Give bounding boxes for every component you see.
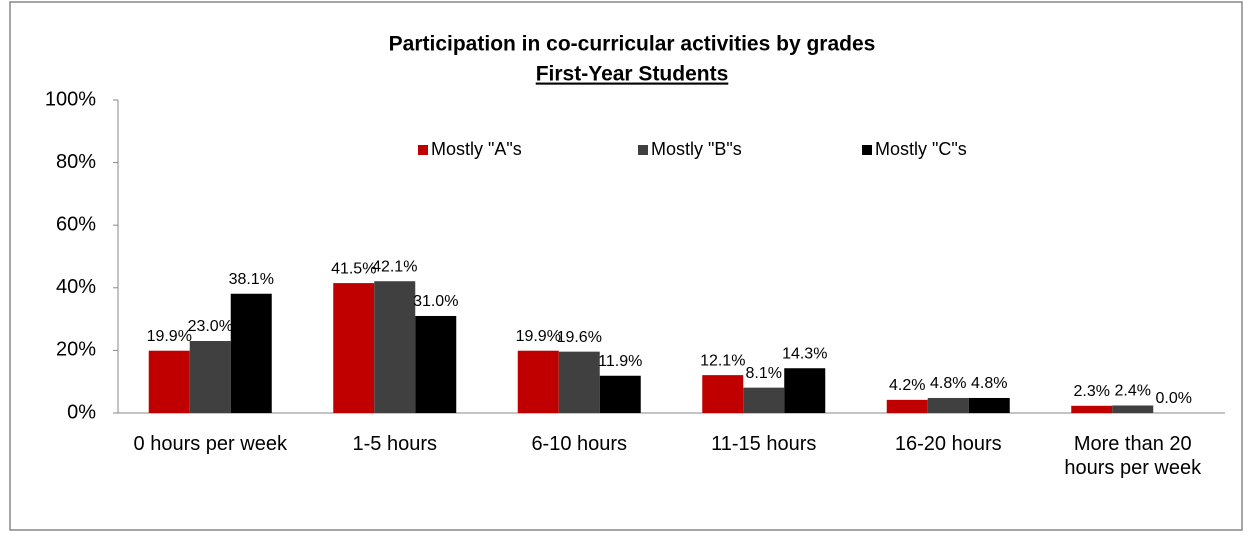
bar (148, 350, 190, 413)
data-label: 42.1% (372, 258, 417, 275)
x-tick-label: 0 hours per week (133, 433, 287, 455)
data-label: 4.8% (930, 375, 966, 392)
bar (702, 375, 744, 413)
bar (599, 375, 641, 413)
bar (968, 397, 1010, 413)
legend-label: Mostly "B"s (651, 139, 742, 159)
bar (374, 281, 416, 413)
y-tick-label: 100% (45, 88, 96, 110)
bar (333, 283, 375, 413)
bar (743, 387, 785, 413)
y-tick-label: 0% (67, 401, 96, 423)
bar (1112, 405, 1154, 413)
bar (230, 293, 272, 413)
y-tick-label: 60% (56, 213, 96, 235)
y-tick-label: 20% (56, 339, 96, 361)
bar (784, 368, 826, 413)
y-tick-label: 40% (56, 276, 96, 298)
chart-title: Participation in co-curricular activitie… (389, 33, 876, 56)
bar (189, 341, 231, 413)
data-label: 14.3% (782, 345, 827, 362)
data-label: 0.0% (1156, 390, 1192, 407)
bar (517, 350, 559, 413)
data-label: 19.9% (516, 328, 561, 345)
data-label: 12.1% (700, 352, 745, 369)
x-tick-label: 1-5 hours (352, 433, 438, 455)
data-label: 4.2% (889, 377, 925, 394)
chart-subtitle: First-Year Students (536, 63, 729, 86)
data-label: 4.8% (971, 375, 1007, 392)
x-tick-label: 6-10 hours (531, 433, 628, 455)
data-label: 8.1% (746, 365, 782, 382)
bar (1071, 405, 1113, 413)
bar (927, 397, 969, 413)
bar (558, 351, 600, 413)
legend-swatch (638, 145, 648, 155)
bar (886, 399, 928, 413)
data-label: 23.0% (188, 318, 233, 335)
data-label: 31.0% (413, 293, 458, 310)
x-tick-label: 11-15 hours (711, 433, 817, 455)
bar (415, 315, 457, 413)
legend-label: Mostly "C"s (875, 139, 967, 159)
data-label: 19.9% (147, 328, 192, 345)
data-label: 2.4% (1115, 383, 1151, 400)
data-label: 41.5% (331, 260, 376, 277)
data-label: 2.3% (1074, 383, 1110, 400)
legend-swatch (418, 145, 428, 155)
data-label: 19.6% (557, 329, 602, 346)
legend-label: Mostly "A"s (431, 139, 522, 159)
legend-swatch (862, 145, 872, 155)
chart-border (9, 1, 1243, 531)
x-tick-label: More than 20 hours per week (1064, 433, 1202, 479)
data-label: 11.9% (598, 353, 642, 370)
x-tick-label: 16-20 hours (894, 433, 1002, 455)
data-label: 38.1% (229, 271, 274, 288)
y-tick-label: 80% (56, 151, 96, 173)
